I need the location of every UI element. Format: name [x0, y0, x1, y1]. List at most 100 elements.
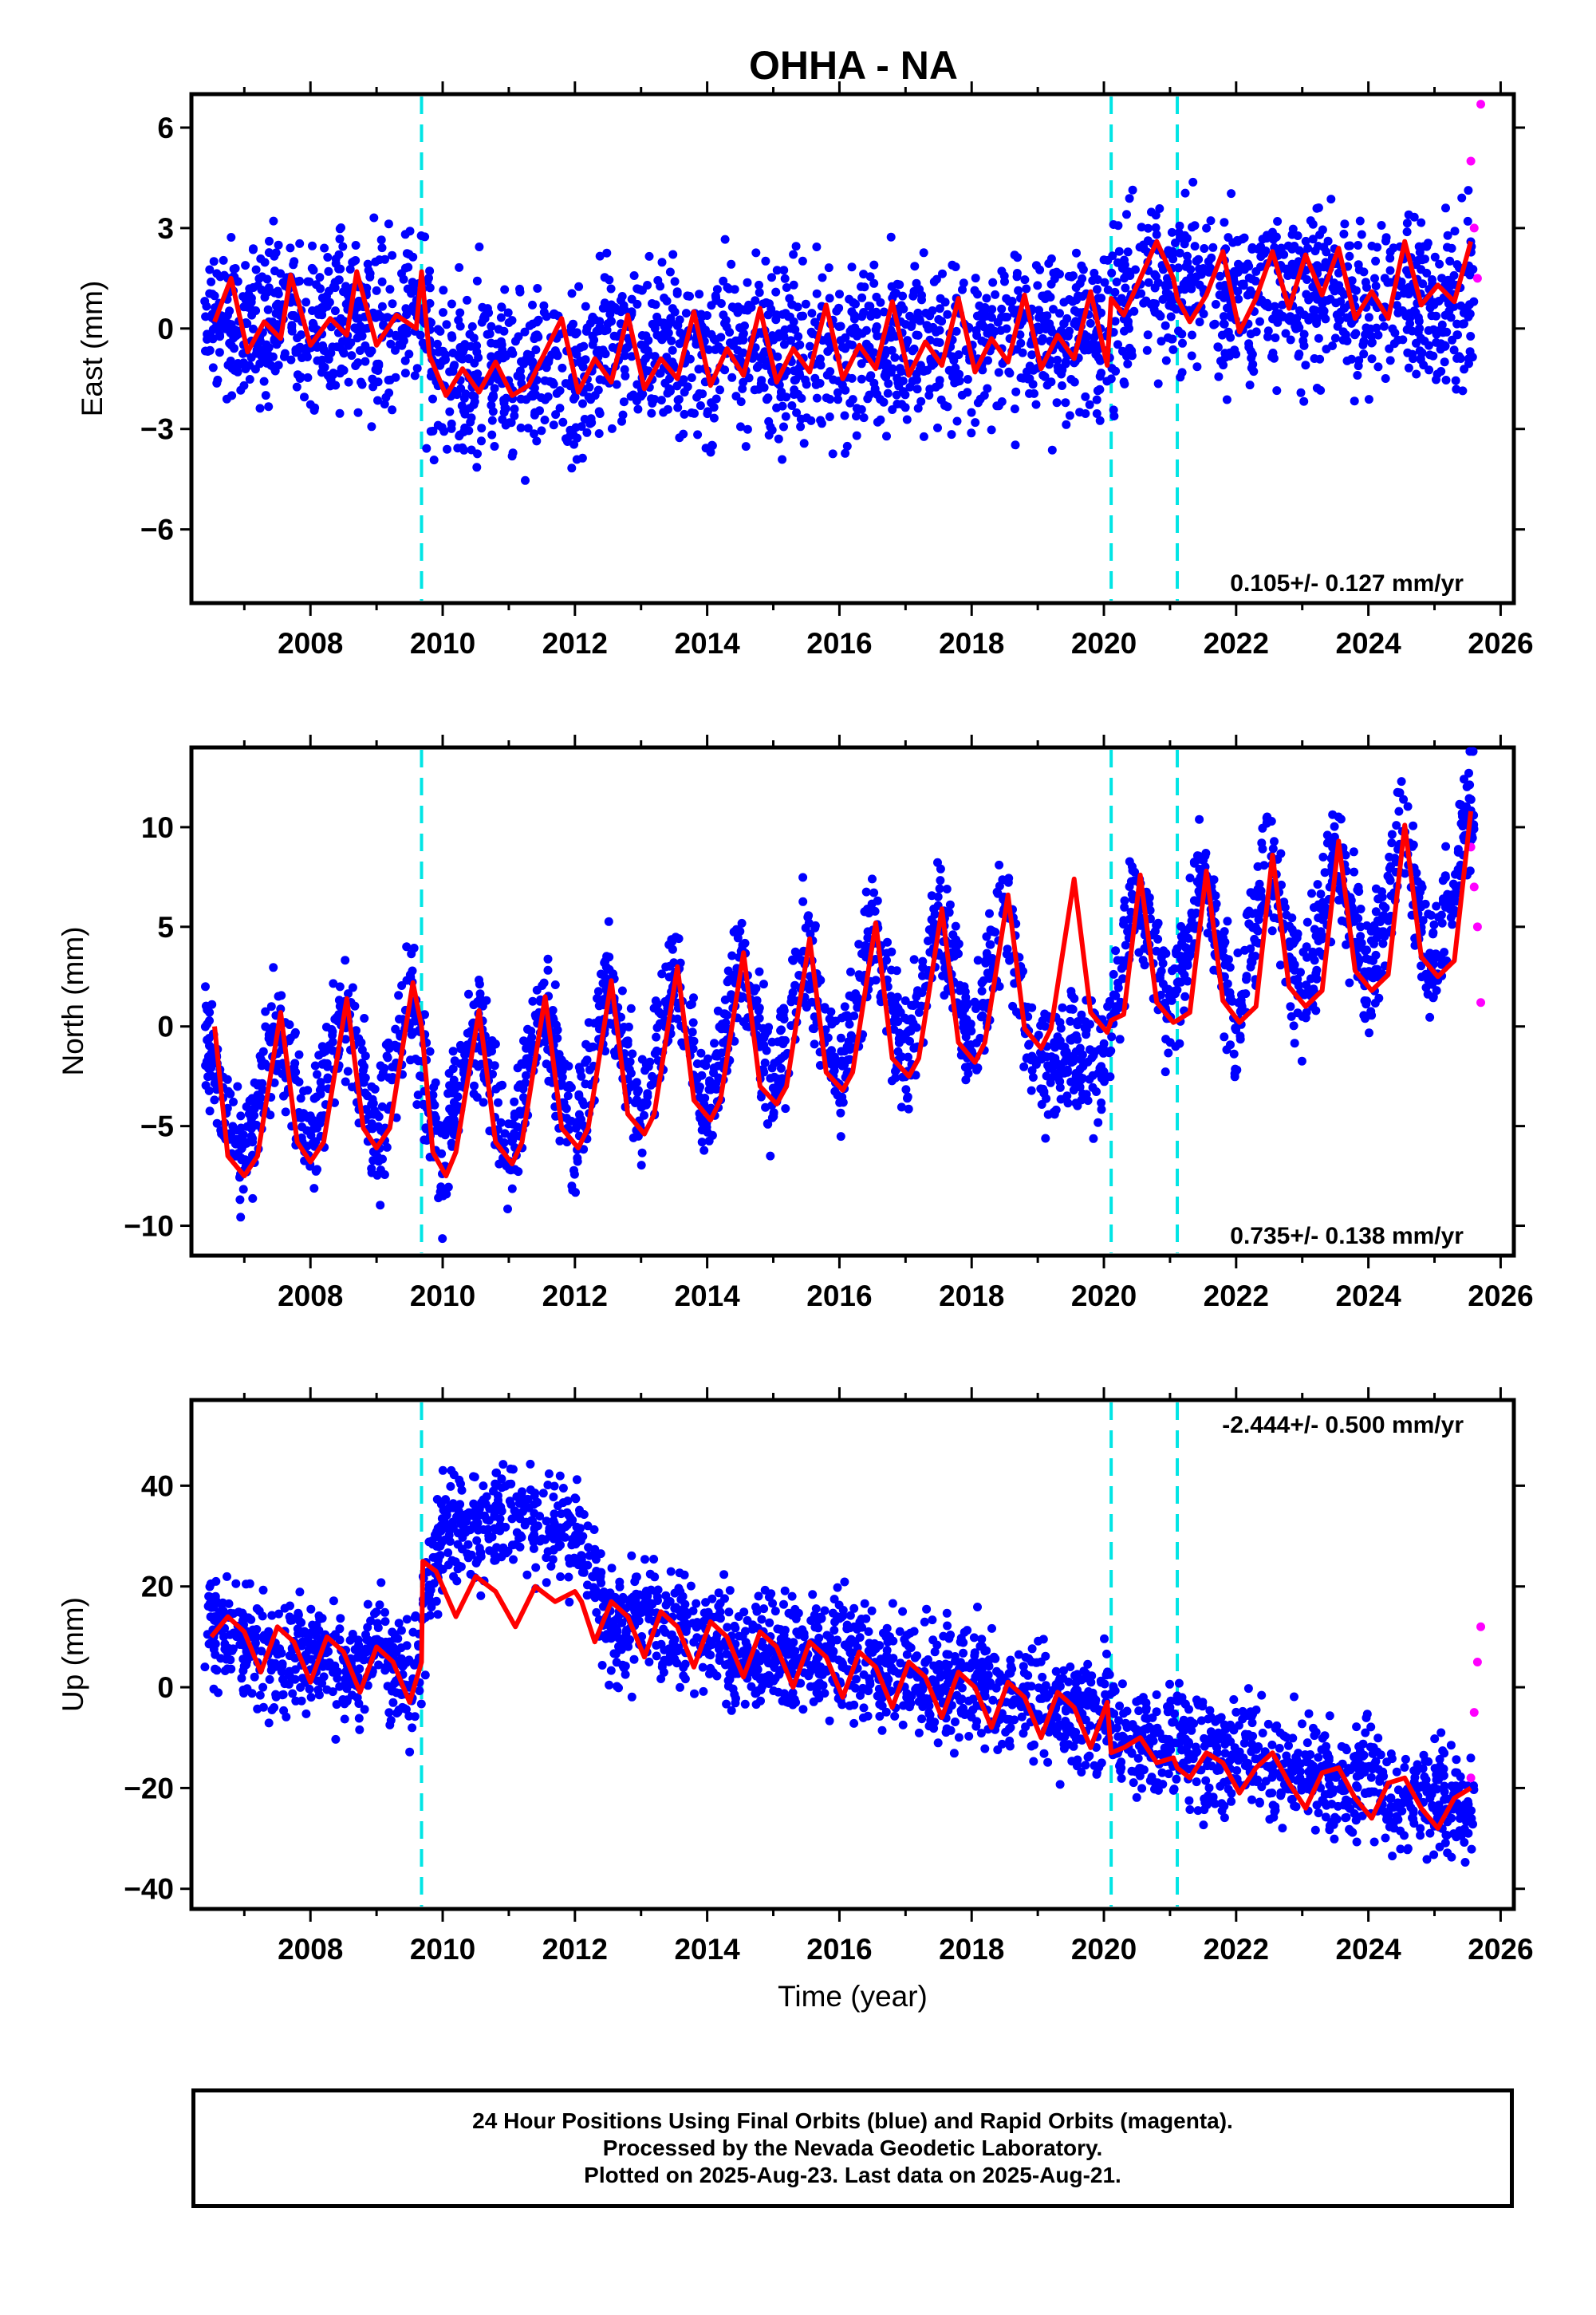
final-orbit-point — [1425, 1012, 1435, 1022]
final-orbit-point — [1350, 330, 1360, 340]
final-orbit-point — [1079, 344, 1089, 353]
final-orbit-point — [1120, 379, 1129, 388]
final-orbit-point — [225, 306, 234, 316]
final-orbit-point — [919, 432, 928, 441]
final-orbit-point — [495, 1159, 504, 1169]
final-orbit-point — [1349, 847, 1358, 857]
final-orbit-point — [844, 1013, 853, 1023]
final-orbit-point — [1294, 352, 1303, 361]
final-orbit-point — [1417, 218, 1426, 227]
final-orbit-point — [1179, 279, 1188, 289]
final-orbit-point — [681, 309, 691, 318]
final-orbit-point — [1302, 917, 1312, 927]
final-orbit-point — [429, 456, 439, 465]
final-orbit-point — [711, 345, 720, 354]
final-orbit-point — [697, 1138, 707, 1147]
final-orbit-point — [866, 371, 876, 381]
final-orbit-point — [836, 1132, 845, 1142]
final-orbit-point — [287, 321, 297, 330]
final-orbit-point — [1199, 310, 1208, 318]
final-orbit-point — [794, 332, 803, 341]
final-orbit-point — [1408, 326, 1417, 336]
final-orbit-point — [1453, 847, 1463, 857]
final-orbit-point — [1239, 279, 1248, 289]
final-orbit-point — [215, 272, 225, 282]
final-orbit-point — [376, 235, 386, 245]
final-orbit-point — [784, 312, 793, 321]
final-orbit-point — [1178, 338, 1187, 348]
final-orbit-point — [425, 1047, 435, 1056]
final-orbit-point — [1175, 248, 1184, 258]
final-orbit-point — [1286, 335, 1295, 345]
final-orbit-point — [1316, 889, 1326, 899]
final-orbit-point — [913, 404, 923, 413]
final-orbit-point — [1385, 266, 1395, 275]
final-orbit-point — [934, 315, 944, 324]
final-orbit-point — [1188, 330, 1196, 340]
final-orbit-point — [652, 1023, 662, 1032]
final-orbit-point — [1109, 969, 1118, 979]
final-orbit-point — [516, 373, 526, 382]
final-orbit-point — [900, 403, 910, 412]
final-orbit-point — [254, 1095, 263, 1105]
final-orbit-point — [1411, 308, 1421, 317]
final-orbit-point — [1175, 1039, 1184, 1048]
final-orbit-point — [1295, 323, 1304, 333]
final-orbit-point — [791, 375, 800, 385]
final-orbit-point — [1195, 280, 1204, 290]
final-orbit-point — [1456, 800, 1466, 810]
final-orbit-point — [1409, 212, 1419, 222]
final-orbit-point — [571, 345, 581, 355]
final-orbit-point — [507, 1184, 517, 1193]
final-orbit-point — [543, 965, 553, 975]
final-orbit-point — [1003, 313, 1012, 321]
final-orbit-point — [1069, 1051, 1078, 1061]
final-orbit-point — [203, 334, 211, 344]
final-orbit-point — [1299, 341, 1309, 350]
final-orbit-point — [567, 289, 577, 298]
final-orbit-point — [1373, 243, 1382, 252]
final-orbit-point — [887, 282, 897, 291]
final-orbit-point — [1389, 339, 1399, 349]
final-orbit-point — [836, 1033, 845, 1043]
final-orbit-point — [530, 410, 539, 420]
final-orbit-point — [751, 984, 761, 993]
final-orbit-point — [1194, 254, 1204, 264]
final-orbit-point — [1042, 1094, 1051, 1103]
final-orbit-point — [1066, 987, 1076, 996]
final-orbit-point — [826, 395, 835, 404]
final-orbit-point — [713, 1006, 723, 1016]
final-orbit-point — [376, 1072, 386, 1082]
final-orbit-point — [269, 963, 278, 972]
final-orbit-point — [207, 1000, 217, 1009]
final-orbit-point — [384, 1073, 394, 1083]
final-orbit-point — [330, 306, 340, 316]
final-orbit-point — [657, 258, 667, 267]
final-orbit-point — [624, 1022, 633, 1031]
final-orbit-point — [840, 411, 849, 420]
final-orbit-point — [1386, 891, 1396, 901]
final-orbit-point — [1029, 365, 1038, 375]
final-orbit-point — [1157, 337, 1166, 346]
final-orbit-point — [1344, 241, 1354, 250]
final-orbit-point — [1456, 354, 1465, 363]
final-orbit-point — [1166, 312, 1176, 321]
final-orbit-point — [257, 1055, 266, 1065]
final-orbit-point — [958, 285, 967, 294]
final-orbit-point — [1099, 255, 1109, 265]
final-orbit-point — [261, 1022, 270, 1031]
final-orbit-point — [595, 375, 605, 385]
final-orbit-point — [869, 260, 879, 270]
final-orbit-point — [337, 223, 345, 232]
final-orbit-point — [1350, 396, 1359, 406]
final-orbit-point — [290, 1027, 300, 1037]
final-orbit-point — [543, 392, 553, 401]
final-orbit-point — [1112, 278, 1121, 286]
final-orbit-point — [791, 242, 801, 251]
final-orbit-point — [400, 369, 410, 378]
final-orbit-point — [1087, 1053, 1097, 1063]
final-orbit-point — [1227, 189, 1236, 199]
final-orbit-point — [899, 304, 908, 314]
final-orbit-point — [1125, 882, 1134, 891]
final-orbit-point — [428, 394, 437, 404]
